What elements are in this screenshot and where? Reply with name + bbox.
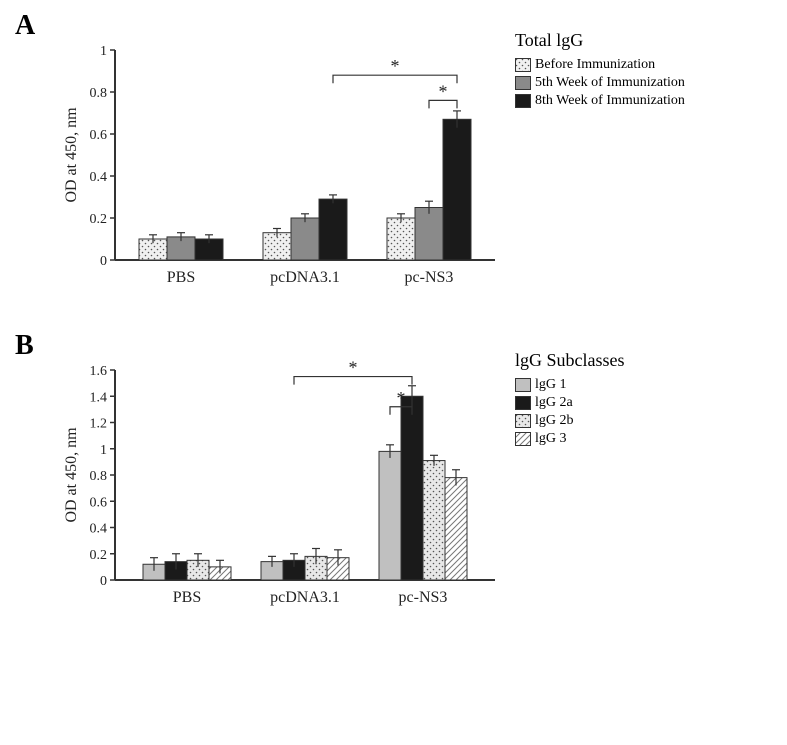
bar <box>445 478 467 580</box>
category-label: pcDNA3.1 <box>270 269 340 286</box>
sig-label: * <box>391 56 400 76</box>
y-tick-label: 0 <box>100 254 107 269</box>
bar <box>423 461 445 580</box>
panel-a-legend: Total lgG Before Immunization 5th Week o… <box>515 30 685 111</box>
category-label: pc-NS3 <box>405 269 454 286</box>
y-tick-label: 0.6 <box>90 495 108 510</box>
y-tick-label: 1.2 <box>90 417 108 432</box>
legend-item: lgG 2b <box>515 413 625 429</box>
y-tick-label: 1 <box>100 443 107 458</box>
sig-label: * <box>397 388 406 408</box>
bar <box>291 218 319 260</box>
panel-a: A 00.20.40.60.81 PBSpcDNA3.1pc-NS3 ** OD… <box>20 20 767 300</box>
legend-label: lgG 2b <box>535 413 574 429</box>
bar <box>401 396 423 580</box>
legend-item: lgG 3 <box>515 431 625 447</box>
y-tick-label: 0.8 <box>90 469 108 484</box>
panel-b-legend-title: lgG Subclasses <box>515 350 625 371</box>
y-tick-label: 0.6 <box>90 128 108 143</box>
y-axis-label: OD at 450, nm <box>63 107 80 203</box>
panel-a-label: A <box>15 10 35 42</box>
y-tick-label: 0.2 <box>90 212 108 227</box>
y-tick-label: 0.2 <box>90 548 108 563</box>
y-tick-label: 1 <box>100 44 107 59</box>
bar <box>379 451 401 580</box>
panel-a-chart: 0 0.2 0.4 0.6 0.8 1 PBS pcDNA3.1 pc-NS3 * * OD a… <box>60 20 505 300</box>
category-label: pcDNA3.1 <box>270 589 340 606</box>
panel-a-legend-title: Total lgG <box>515 30 685 51</box>
legend-label: 8th Week of Immunization <box>535 93 685 109</box>
y-tick-label: 0.4 <box>90 522 108 537</box>
legend-label: 5th Week of Immunization <box>535 75 685 91</box>
bar <box>443 119 471 260</box>
panel-b: B 00.20.40.60.811.21.41.6 PBSpcDNA3.1pc-… <box>20 340 767 620</box>
panel-b-legend-items: lgG 1 lgG 2a lgG 2b lgG 3 <box>515 377 625 447</box>
sig-bracket <box>429 100 457 108</box>
bar <box>387 218 415 260</box>
category-label: pc-NS3 <box>399 589 448 606</box>
legend-label: lgG 1 <box>535 377 567 393</box>
y-tick-label: 0.8 <box>90 86 108 101</box>
legend-item: 5th Week of Immunization <box>515 75 685 91</box>
legend-label: lgG 3 <box>535 431 567 447</box>
legend-label: lgG 2a <box>535 395 573 411</box>
y-tick-label: 0 <box>100 574 107 589</box>
panel-b-legend: lgG Subclasses lgG 1 lgG 2a lgG 2b lgG 3 <box>515 350 625 449</box>
sig-label: * <box>349 358 358 378</box>
legend-item: Before Immunization <box>515 57 685 73</box>
legend-item: lgG 2a <box>515 395 625 411</box>
legend-item: lgG 1 <box>515 377 625 393</box>
panel-a-legend-items: Before Immunization 5th Week of Immuniza… <box>515 57 685 109</box>
y-tick-label: 1.4 <box>90 390 108 405</box>
panel-a-wrap: 0 0.2 0.4 0.6 0.8 1 PBS pcDNA3.1 pc-NS3 * * OD a… <box>60 20 767 300</box>
sig-label: * <box>439 81 448 101</box>
bar <box>319 199 347 260</box>
y-axis-label: OD at 450, nm <box>63 427 80 523</box>
chart-svg: 0 0.2 0.4 0.6 0.8 1 1.2 1.4 1.6 PBS pcDNA3.1 pc-NS… <box>60 340 505 620</box>
chart-svg: 0 0.2 0.4 0.6 0.8 1 PBS pcDNA3.1 pc-NS3 * * OD a… <box>60 20 505 300</box>
y-tick-label: 0.4 <box>90 170 108 185</box>
panel-b-label: B <box>15 330 34 362</box>
category-label: PBS <box>167 269 195 286</box>
category-label: PBS <box>173 589 201 606</box>
sig-bracket <box>294 377 412 385</box>
y-tick-label: 1.6 <box>90 364 108 379</box>
bar <box>415 208 443 261</box>
legend-item: 8th Week of Immunization <box>515 93 685 109</box>
legend-label: Before Immunization <box>535 57 655 73</box>
panel-b-wrap: 0 0.2 0.4 0.6 0.8 1 1.2 1.4 1.6 PBS pcDNA3.1 pc-NS… <box>60 340 767 620</box>
panel-b-chart: 0 0.2 0.4 0.6 0.8 1 1.2 1.4 1.6 PBS pcDNA3.1 pc-NS… <box>60 340 505 620</box>
